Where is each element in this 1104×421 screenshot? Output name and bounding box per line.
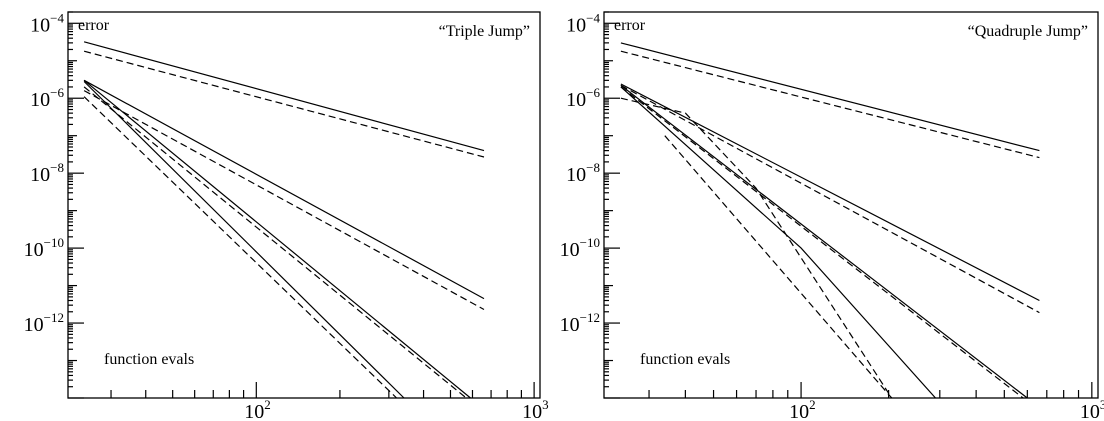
series-line-5-solid — [620, 84, 1028, 399]
series-line-6-dashed — [83, 86, 467, 399]
series-line-2-dashed — [83, 50, 485, 158]
x-tick-label: 103 — [522, 397, 549, 421]
y-tick-label: 10−8 — [566, 160, 600, 186]
plot-frame — [67, 11, 541, 399]
y-tick-label: 10−10 — [24, 235, 64, 261]
x-tick-label: 102 — [789, 397, 816, 421]
y-tick-label: 10−12 — [24, 310, 64, 336]
axis-ticks — [604, 11, 1093, 399]
series-line-1-solid — [620, 42, 1040, 152]
series-group — [620, 42, 1040, 399]
chart-title: “Triple Jump” — [439, 23, 530, 40]
series-line-7-solid — [620, 86, 936, 399]
y-tick-label: 10−4 — [30, 10, 64, 36]
series-line-8-dashed — [83, 96, 398, 399]
y-axis-label: error — [614, 17, 646, 34]
y-tick-label: 10−6 — [30, 85, 64, 111]
series-line-5-solid — [83, 79, 471, 399]
chart-panel-triple-jump: 10−4 10−6 10−8 10−10 10−12 102 103 error “Trip… — [24, 10, 549, 421]
plot-frame — [603, 11, 1099, 399]
x-axis-label: function evals — [640, 351, 730, 368]
series-group — [83, 41, 485, 399]
y-tick-label: 10−8 — [30, 160, 64, 186]
axis-tick-labels: 10−4 10−6 10−8 10−10 10−12 102 103 — [24, 10, 549, 421]
series-line-4-dashed — [83, 90, 485, 311]
chart-panel-quadruple-jump: 10−4 10−6 10−8 10−10 10−12 102 103 error “Quad… — [560, 10, 1104, 421]
series-line-3-solid — [620, 83, 1040, 302]
y-axis-label: error — [78, 17, 110, 34]
y-tick-label: 10−4 — [566, 10, 600, 36]
axis-tick-labels: 10−4 10−6 10−8 10−10 10−12 102 103 — [560, 10, 1104, 421]
series-line-4-dashed — [620, 84, 1040, 314]
y-tick-label: 10−6 — [566, 85, 600, 111]
x-tick-label: 102 — [244, 397, 271, 421]
y-tick-label: 10−10 — [560, 235, 600, 261]
series-line-3-solid — [83, 79, 485, 300]
series-line-7-solid — [83, 81, 405, 399]
axis-ticks — [68, 11, 535, 399]
chart-title: “Quadruple Jump” — [968, 23, 1088, 40]
series-line-6-dashed — [620, 86, 1024, 399]
x-axis-label: function evals — [104, 351, 194, 368]
series-line-9-dashed — [664, 135, 893, 399]
x-tick-label: 103 — [1080, 397, 1104, 421]
series-line-8-dashed — [620, 97, 893, 399]
series-line-1-solid — [83, 41, 485, 152]
y-tick-label: 10−12 — [560, 310, 600, 336]
series-line-2-dashed — [620, 50, 1040, 159]
